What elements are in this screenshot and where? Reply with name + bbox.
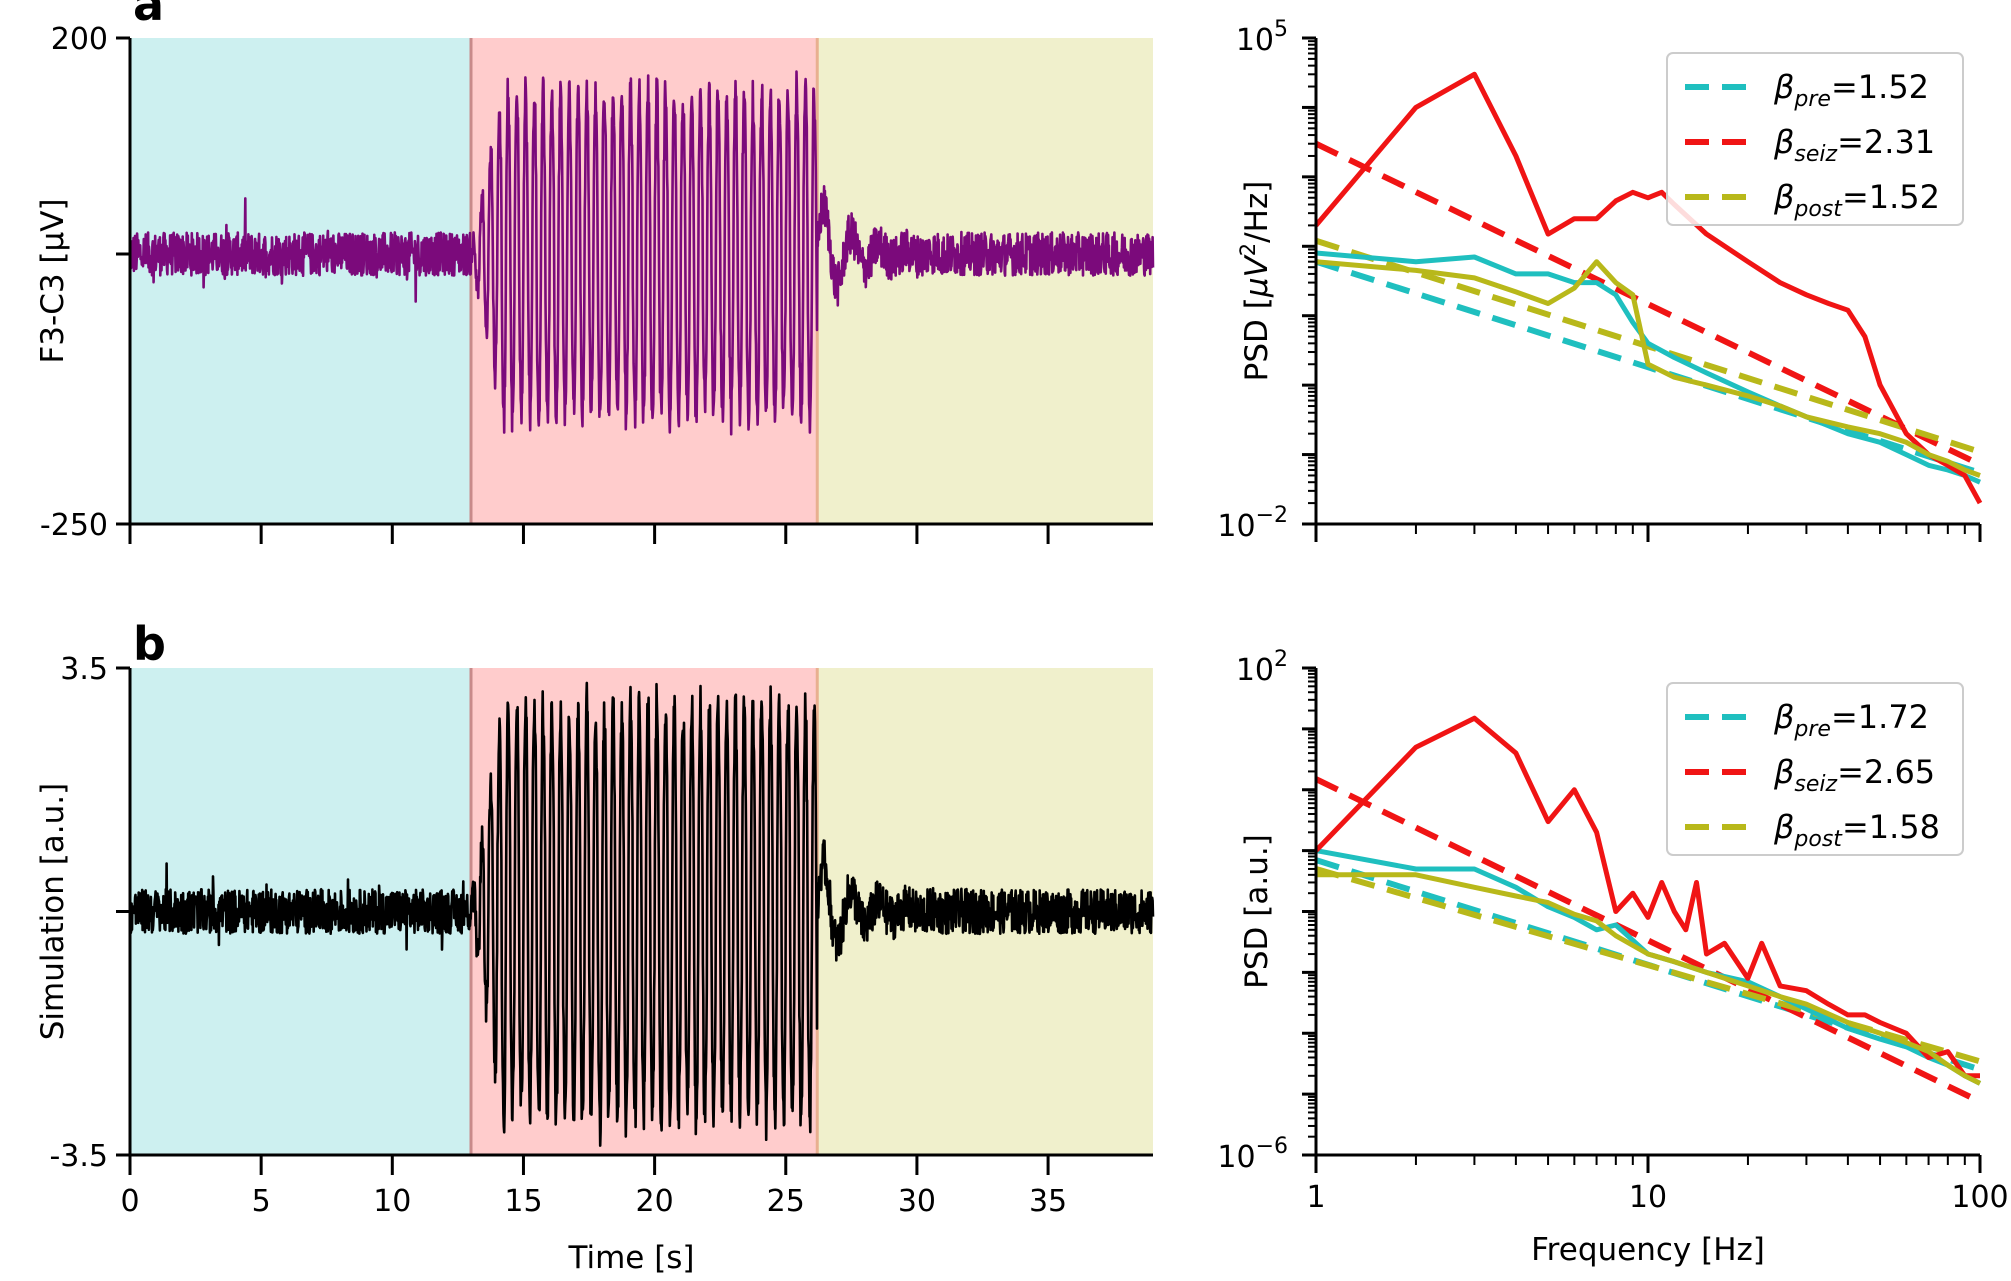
psd-line-seiz bbox=[1314, 715, 1980, 1079]
y-label-sup: 2 bbox=[1236, 243, 1260, 256]
legend-subscript: post bbox=[1793, 197, 1843, 222]
y-tick-label: 105 bbox=[1236, 17, 1288, 58]
legend-subscript: seiz bbox=[1794, 772, 1837, 797]
x-tick-label: 0 bbox=[120, 1184, 139, 1219]
panel-letter-a: a bbox=[133, 0, 164, 31]
y-axis-label: PSD [a.u.] bbox=[1239, 834, 1275, 989]
y-label-part: PSD [ bbox=[1239, 297, 1275, 381]
region-post bbox=[817, 38, 1153, 524]
legend-label-pre: βpre=1.72 bbox=[1773, 698, 1929, 742]
legend-label-seiz: βseiz=2.65 bbox=[1773, 753, 1935, 797]
y-tick-exponent: 2 bbox=[1274, 647, 1288, 672]
y-tick-base: 10 bbox=[1236, 23, 1274, 58]
legend-value: =1.58 bbox=[1842, 808, 1940, 846]
y-tick-exponent: −2 bbox=[1256, 503, 1288, 528]
fit-line-seiz_fit bbox=[1314, 776, 1982, 1105]
legend-label-pre: βpre=1.52 bbox=[1773, 68, 1929, 112]
x-tick-label: 35 bbox=[1029, 1184, 1067, 1219]
x-tick-label: 1 bbox=[1306, 1180, 1325, 1215]
fit-line-pre_fit bbox=[1315, 258, 1981, 476]
y-tick-base: 10 bbox=[1217, 509, 1255, 544]
panel-letter-b: b bbox=[133, 617, 166, 671]
region-pre bbox=[130, 38, 471, 524]
y-axis-label: Simulation [a.u.] bbox=[35, 783, 71, 1041]
trace-line bbox=[128, 681, 1155, 1147]
legend-beta: β bbox=[1773, 123, 1794, 161]
x-tick-label: 10 bbox=[1629, 1180, 1667, 1215]
x-tick-label: 15 bbox=[504, 1184, 542, 1219]
y-axis-label: PSD [μV2/Hz] bbox=[1236, 181, 1275, 382]
y-label-part: μV bbox=[1239, 253, 1275, 298]
x-tick-label: 10 bbox=[373, 1184, 411, 1219]
legend-label-seiz: βseiz=2.31 bbox=[1773, 123, 1935, 167]
legend-box bbox=[1666, 682, 1964, 856]
x-tick-label: 5 bbox=[252, 1184, 271, 1219]
legend-beta: β bbox=[1773, 753, 1794, 791]
x-tick-label: 100 bbox=[1951, 1180, 2008, 1215]
legend-beta: β bbox=[1773, 178, 1794, 216]
legend-value: =1.52 bbox=[1831, 68, 1929, 106]
y-tick-exponent: 5 bbox=[1274, 17, 1288, 42]
fit-line-seiz_fit bbox=[1314, 141, 1982, 468]
psd-line-post bbox=[1315, 259, 1981, 478]
panel-a-time-series: -250 200 F3-C3 [μV] bbox=[35, 22, 1155, 544]
x-tick-label: 25 bbox=[767, 1184, 805, 1219]
x-tick-label: 30 bbox=[898, 1184, 936, 1219]
x-axis-label: Frequency [Hz] bbox=[1531, 1232, 1765, 1268]
psd-line-seiz bbox=[1314, 71, 1983, 505]
legend-subscript: seiz bbox=[1794, 142, 1837, 167]
legend-subscript: pre bbox=[1793, 87, 1831, 112]
legend-value: =2.65 bbox=[1837, 753, 1935, 791]
y-tick-label: 10−6 bbox=[1217, 1134, 1288, 1175]
x-tick-label: 20 bbox=[636, 1184, 674, 1219]
fit-line-post_fit bbox=[1315, 237, 1981, 455]
y-tick-label: -3.5 bbox=[49, 1139, 108, 1174]
y-tick-base: 10 bbox=[1236, 653, 1274, 688]
legend-value: =2.31 bbox=[1837, 123, 1935, 161]
legend-box bbox=[1666, 52, 1964, 226]
y-tick-label: 10−2 bbox=[1217, 503, 1288, 544]
legend-label-post: βpost=1.58 bbox=[1773, 808, 1940, 852]
legend-subscript: post bbox=[1793, 827, 1843, 852]
y-label-part: /Hz] bbox=[1239, 181, 1275, 243]
panel-b-time-series: -3.5 3.5 0 5 10 15 20 25 30 35 Simulation [a.u.] Ti… bbox=[35, 652, 1155, 1276]
legend-subscript: pre bbox=[1793, 717, 1831, 742]
psd-line-post bbox=[1316, 872, 1982, 1086]
legend-beta: β bbox=[1773, 698, 1794, 736]
x-axis-label: Time [s] bbox=[567, 1240, 694, 1276]
y-tick-label: 200 bbox=[51, 22, 108, 57]
y-tick-label: 3.5 bbox=[60, 652, 108, 687]
legend-value: =1.52 bbox=[1842, 178, 1940, 216]
y-tick-label: -250 bbox=[40, 508, 108, 543]
y-tick-label: 102 bbox=[1236, 647, 1288, 688]
y-axis-label: F3-C3 [μV] bbox=[35, 198, 71, 363]
legend-value: =1.72 bbox=[1831, 698, 1929, 736]
psd-line-pre bbox=[1315, 250, 1982, 485]
y-tick-exponent: −6 bbox=[1256, 1134, 1288, 1159]
y-tick-base: 10 bbox=[1217, 1140, 1255, 1175]
legend-beta: β bbox=[1773, 808, 1794, 846]
legend-beta: β bbox=[1773, 68, 1794, 106]
trace-line bbox=[128, 70, 1155, 436]
legend-label-post: βpost=1.52 bbox=[1773, 178, 1940, 222]
